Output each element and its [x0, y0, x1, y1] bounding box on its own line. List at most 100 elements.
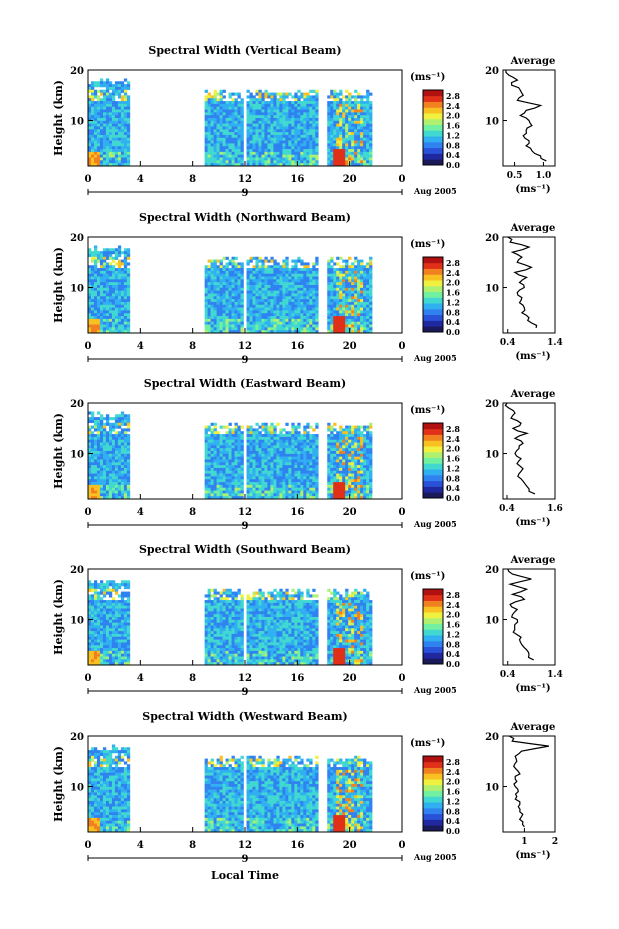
heatmap-cell: [282, 109, 286, 113]
heatmap-cell: [345, 120, 349, 124]
heatmap-cell: [204, 321, 208, 325]
heatmap-cell: [357, 140, 361, 144]
heatmap-cell: [123, 442, 128, 446]
heatmap-cell: [246, 134, 250, 139]
heatmap-cell: [291, 422, 295, 426]
heatmap-cell: [117, 140, 122, 144]
heatmap-cell: [309, 279, 313, 283]
heatmap-cell: [204, 442, 208, 446]
heatmap-cell: [249, 327, 253, 331]
heatmap-cell: [117, 448, 122, 452]
heatmap-cell: [306, 487, 310, 491]
heatmap-cell: [288, 132, 292, 136]
heatmap-cell: [249, 123, 253, 127]
heatmap-cell: [261, 330, 265, 334]
heatmap-cell: [369, 330, 373, 334]
heatmap-cell: [363, 296, 367, 300]
heatmap-cell: [252, 436, 256, 440]
colorbar-swatch: [423, 320, 443, 327]
colorbar-unit: (ms⁻¹): [410, 239, 445, 250]
heatmap-cell: [342, 137, 346, 141]
heatmap-cell: [219, 265, 223, 269]
heatmap-cell: [93, 327, 98, 331]
heatmap-cell: [264, 436, 268, 440]
heatmap-cell: [216, 270, 220, 274]
heatmap-cell: [309, 490, 313, 494]
heatmap-cell: [231, 473, 235, 477]
heatmap-cell: [288, 268, 292, 272]
heatmap-cell: [228, 157, 232, 161]
heatmap-cell: [351, 112, 355, 116]
heatmap-cell: [360, 126, 364, 130]
heatmap-cell: [90, 496, 95, 500]
heatmap-cell: [90, 89, 95, 93]
heatmap-cell: [315, 313, 319, 317]
heatmap-cell: [345, 151, 349, 155]
heatmap-cell: [330, 268, 334, 272]
heatmap-cell: [237, 473, 241, 477]
heatmap-cell: [309, 132, 313, 136]
heatmap-cell: [252, 265, 256, 269]
heatmap-cell: [369, 290, 373, 294]
colorbar-swatch: [423, 285, 443, 293]
heatmap-cell: [342, 282, 346, 286]
heatmap-cell: [237, 262, 241, 266]
heatmap-cell: [258, 109, 262, 113]
heatmap-cell: [219, 103, 223, 107]
heatmap-cell: [297, 118, 301, 122]
heatmap-cell: [252, 442, 256, 446]
heatmap-cell: [315, 115, 319, 119]
heatmap-cell: [285, 439, 289, 443]
heatmap-cell: [216, 467, 220, 472]
heatmap-cell: [276, 310, 280, 314]
heatmap-cell: [309, 146, 313, 150]
heatmap-cell: [258, 103, 262, 107]
heatmap-cell: [297, 101, 301, 105]
heatmap-cell: [207, 448, 211, 452]
heatmap-cell: [111, 151, 116, 155]
heatmap-cell: [303, 143, 307, 147]
heatmap-cell: [279, 431, 283, 435]
heatmap-cell: [225, 120, 229, 124]
heatmap-cell: [105, 248, 110, 252]
heatmap-cell: [294, 462, 298, 466]
heatmap-cell: [273, 118, 277, 122]
heatmap-cell: [336, 276, 340, 280]
heatmap-cell: [240, 98, 244, 102]
heatmap-cell: [303, 467, 307, 472]
heatmap-cell: [369, 157, 373, 161]
heatmap-cell: [279, 282, 283, 286]
heatmap-cell: [264, 115, 268, 119]
heatmap-cell: [111, 476, 116, 480]
heatmap-cell: [120, 126, 125, 130]
heatmap-cell: [315, 451, 319, 455]
heatmap-cell: [96, 106, 101, 110]
heatmap-cell: [123, 123, 128, 127]
heatmap-cell: [294, 134, 298, 139]
heatmap-cell: [117, 310, 122, 314]
heatmap-cell: [99, 285, 104, 289]
heatmap-cell: [273, 496, 277, 500]
heatmap-cell: [210, 112, 214, 116]
heatmap-cell: [216, 103, 220, 107]
heatmap-cell: [267, 118, 271, 122]
heatmap-cell: [327, 293, 331, 297]
heatmap-cell: [108, 146, 113, 150]
heatmap-cell: [90, 487, 95, 491]
heatmap-cell: [255, 109, 259, 113]
colorbar-swatch: [423, 113, 443, 120]
heatmap-cell: [315, 293, 319, 297]
heatmap-cell: [234, 487, 238, 491]
heatmap-cell: [222, 296, 226, 300]
heatmap-cell: [273, 146, 277, 150]
heatmap-cell: [105, 307, 110, 311]
heatmap-cell: [207, 92, 211, 96]
heatmap-cell: [111, 134, 116, 139]
heatmap-cell: [222, 279, 226, 283]
heatmap-cell: [255, 115, 259, 119]
heatmap-cell: [216, 442, 220, 446]
heatmap-cell: [246, 101, 250, 105]
heatmap-cell: [291, 473, 295, 477]
heatmap-cell: [102, 307, 107, 311]
heatmap-cell: [330, 276, 334, 280]
